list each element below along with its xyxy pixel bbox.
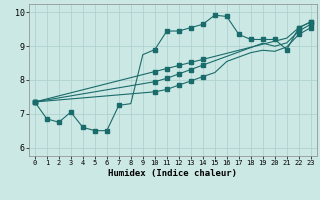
X-axis label: Humidex (Indice chaleur): Humidex (Indice chaleur) <box>108 169 237 178</box>
